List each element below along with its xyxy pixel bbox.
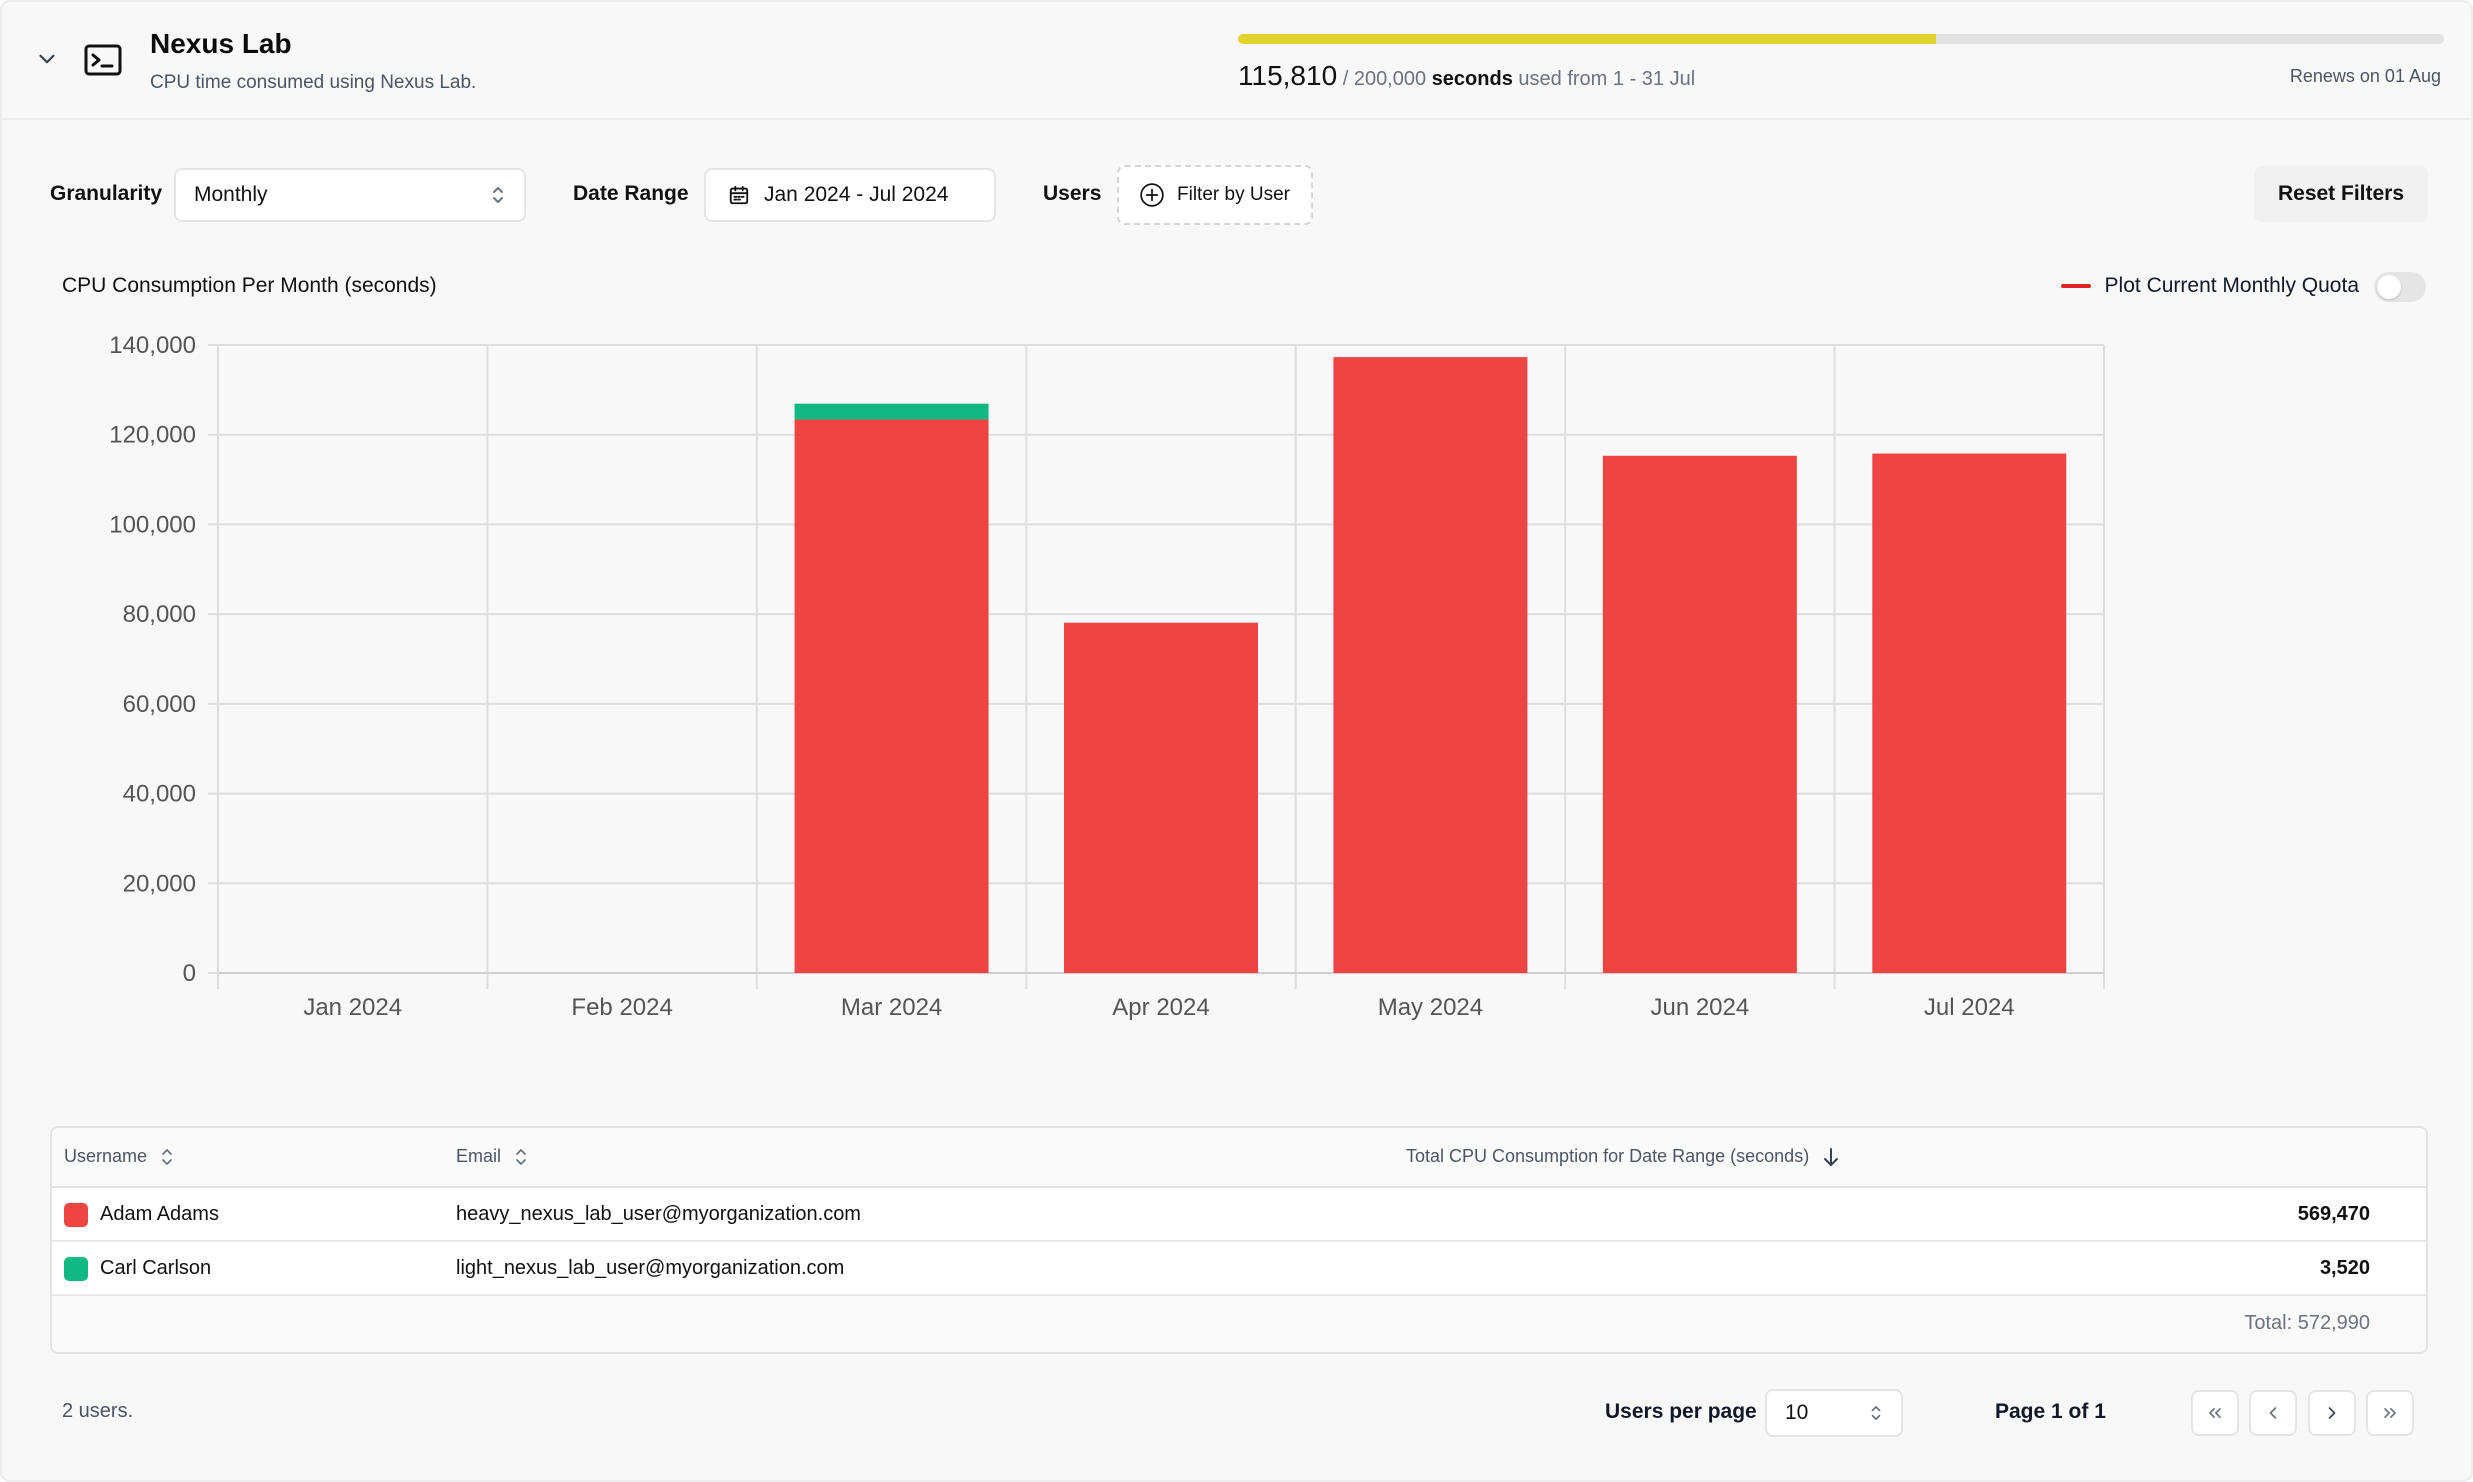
terminal-icon xyxy=(84,44,122,76)
y-tick-label: 120,000 xyxy=(109,422,196,449)
plus-circle-icon xyxy=(1140,183,1164,207)
quota-progress-fill xyxy=(1238,34,1937,44)
x-tick-label: Feb 2024 xyxy=(571,994,672,1021)
date-range-picker[interactable]: Jan 2024 - Jul 2024 xyxy=(704,168,996,222)
username-column-header[interactable]: Username xyxy=(64,1146,173,1167)
y-tick-label: 40,000 xyxy=(123,781,196,808)
calendar-icon xyxy=(729,185,749,205)
filter-by-user-label: Filter by User xyxy=(1177,184,1290,205)
first-page-button[interactable] xyxy=(2191,1390,2239,1436)
sort-updown-icon xyxy=(1871,1406,1881,1420)
y-tick-label: 60,000 xyxy=(123,691,196,718)
bar-adam-adams xyxy=(794,419,989,973)
usage-value: 115,810 xyxy=(1238,60,1338,91)
table-total: Total: 572,990 xyxy=(2244,1312,2370,1334)
email-cell: heavy_nexus_lab_user@myorganization.com xyxy=(456,1203,861,1225)
usage-period: used from 1 - 31 Jul xyxy=(1518,68,1696,90)
chevrons-right-icon xyxy=(2384,1408,2396,1418)
username-cell: Carl Carlson xyxy=(100,1257,212,1279)
chevron-left-icon xyxy=(2269,1407,2277,1419)
user-color-swatch xyxy=(64,1203,88,1227)
username-cell: Adam Adams xyxy=(100,1203,219,1225)
last-page-button[interactable] xyxy=(2366,1390,2414,1436)
chevron-right-icon xyxy=(2328,1407,2336,1419)
page-title: Nexus Lab xyxy=(150,28,292,59)
renewal-date: Renews on 01 Aug xyxy=(2289,66,2441,86)
x-tick-label: Jun 2024 xyxy=(1650,994,1749,1021)
table-header: Username Email Total CPU Consumption for… xyxy=(52,1128,2426,1188)
y-tick-label: 80,000 xyxy=(123,601,196,628)
quota-line-swatch xyxy=(2060,284,2091,288)
quota-toggle-label: Plot Current Monthly Quota xyxy=(2104,274,2359,297)
user-count: 2 users. xyxy=(62,1400,134,1422)
y-tick-label: 100,000 xyxy=(109,511,196,538)
toggle-knob xyxy=(2377,275,2401,299)
date-range-value: Jan 2024 - Jul 2024 xyxy=(764,183,949,206)
total-cell: 3,520 xyxy=(2319,1257,2370,1279)
x-tick-label: Jul 2024 xyxy=(1924,994,2015,1021)
table-row[interactable]: Adam Adams heavy_nexus_lab_user@myorgani… xyxy=(52,1188,2426,1242)
page-info: Page 1 of 1 xyxy=(1995,1400,2106,1423)
bar-adam-adams xyxy=(1064,622,1258,973)
granularity-label: Granularity xyxy=(50,182,163,205)
email-header-label: Email xyxy=(456,1146,502,1166)
card-header: Nexus Lab CPU time consumed using Nexus … xyxy=(2,2,2471,120)
date-range-label: Date Range xyxy=(573,182,689,205)
filter-by-user-button[interactable]: Filter by User xyxy=(1117,165,1313,225)
bar-carl-carlson xyxy=(794,403,989,420)
x-tick-label: Jan 2024 xyxy=(303,994,402,1021)
bar-adam-adams xyxy=(1602,455,1797,974)
previous-page-button[interactable] xyxy=(2249,1390,2297,1436)
y-tick-label: 20,000 xyxy=(123,870,196,897)
bar-adam-adams xyxy=(1333,357,1528,973)
chevron-down-icon[interactable] xyxy=(34,46,60,72)
chevrons-left-icon xyxy=(2209,1408,2221,1418)
next-page-button[interactable] xyxy=(2308,1390,2356,1436)
total-header-label: Total CPU Consumption for Date Range (se… xyxy=(1406,1146,1810,1166)
users-per-page-label: Users per page xyxy=(1605,1400,1757,1423)
granularity-value: Monthly xyxy=(194,183,268,206)
usage-unit: seconds xyxy=(1431,68,1513,90)
cpu-consumption-chart: 0 20,000 40,000 60,000 80,000 100,000 120,000 1… xyxy=(109,332,2105,1021)
sort-updown-icon xyxy=(162,1148,172,1165)
users-per-page-value: 10 xyxy=(1785,1401,1809,1424)
y-tick-label: 0 xyxy=(183,960,196,987)
page-subtitle: CPU time consumed using Nexus Lab. xyxy=(150,72,477,93)
sort-updown-icon xyxy=(493,187,503,203)
bar-adam-adams xyxy=(1872,453,2067,973)
quota-progress-bar xyxy=(1238,34,2444,44)
usage-summary: 115,810 / 200,000 seconds used from 1 - … xyxy=(1238,60,1695,92)
y-tick-label: 140,000 xyxy=(109,332,196,359)
total-column-header[interactable]: Total CPU Consumption for Date Range (se… xyxy=(1406,1146,1839,1167)
quota-legend: Plot Current Monthly Quota xyxy=(2060,274,2359,298)
usage-limit: / 200,000 xyxy=(1342,68,1427,90)
sort-updown-icon xyxy=(516,1148,526,1165)
users-label: Users xyxy=(1043,182,1102,205)
username-header-label: Username xyxy=(64,1146,148,1166)
user-color-swatch xyxy=(64,1257,88,1281)
quota-toggle-switch[interactable] xyxy=(2374,272,2426,302)
x-tick-label: Apr 2024 xyxy=(1112,994,1209,1021)
x-tick-label: May 2024 xyxy=(1378,994,1483,1021)
users-table: Username Email Total CPU Consumption for… xyxy=(50,1126,2428,1354)
chart-title: CPU Consumption Per Month (seconds) xyxy=(62,274,437,297)
email-cell: light_nexus_lab_user@myorganization.com xyxy=(456,1257,845,1279)
total-cell: 569,470 xyxy=(2297,1203,2370,1225)
users-per-page-select[interactable]: 10 xyxy=(1765,1389,1903,1437)
table-row[interactable]: Carl Carlson light_nexus_lab_user@myorga… xyxy=(52,1242,2426,1296)
x-tick-label: Mar 2024 xyxy=(841,994,942,1021)
arrow-down-icon xyxy=(1824,1147,1839,1166)
email-column-header[interactable]: Email xyxy=(456,1146,527,1167)
granularity-select[interactable]: Monthly xyxy=(174,168,526,222)
reset-filters-button[interactable]: Reset Filters xyxy=(2254,166,2428,222)
